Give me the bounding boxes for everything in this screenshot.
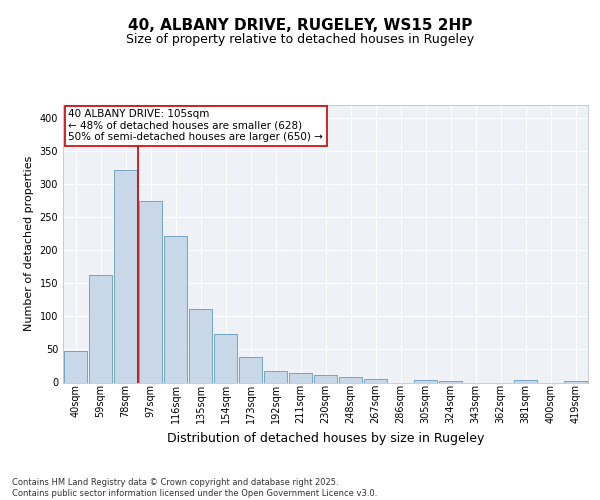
Bar xyxy=(564,380,587,382)
Bar xyxy=(164,236,187,382)
Bar xyxy=(514,380,537,382)
Text: 40 ALBANY DRIVE: 105sqm
← 48% of detached houses are smaller (628)
50% of semi-d: 40 ALBANY DRIVE: 105sqm ← 48% of detache… xyxy=(68,109,323,142)
Text: 40, ALBANY DRIVE, RUGELEY, WS15 2HP: 40, ALBANY DRIVE, RUGELEY, WS15 2HP xyxy=(128,18,472,32)
Y-axis label: Number of detached properties: Number of detached properties xyxy=(24,156,34,332)
Bar xyxy=(139,201,162,382)
Bar xyxy=(439,380,462,382)
Bar xyxy=(89,275,112,382)
Bar xyxy=(264,372,287,382)
Bar xyxy=(214,334,237,382)
Bar xyxy=(314,375,337,382)
Text: Contains HM Land Registry data © Crown copyright and database right 2025.
Contai: Contains HM Land Registry data © Crown c… xyxy=(12,478,377,498)
Bar xyxy=(64,351,87,382)
Bar xyxy=(289,372,312,382)
Bar xyxy=(364,378,387,382)
Bar xyxy=(114,170,137,382)
Text: Size of property relative to detached houses in Rugeley: Size of property relative to detached ho… xyxy=(126,32,474,46)
Bar xyxy=(339,377,362,382)
Bar xyxy=(189,308,212,382)
Bar xyxy=(239,356,262,382)
Bar xyxy=(414,380,437,382)
X-axis label: Distribution of detached houses by size in Rugeley: Distribution of detached houses by size … xyxy=(167,432,484,444)
